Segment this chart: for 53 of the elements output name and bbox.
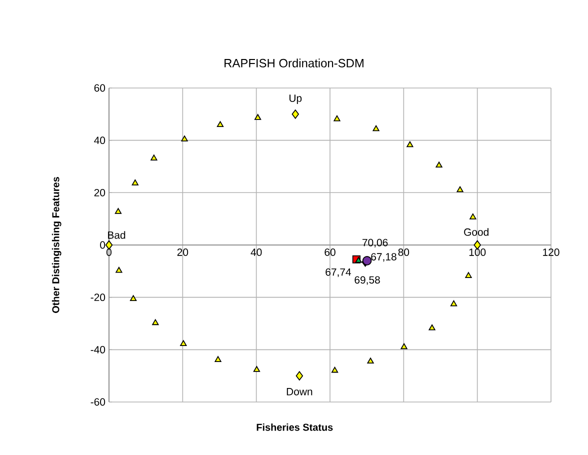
point xyxy=(130,295,137,301)
chart-title: RAPFISH Ordination-SDM xyxy=(224,58,364,68)
point xyxy=(465,272,472,278)
annotation: 69,58 xyxy=(354,276,380,285)
y-axis-title: Other Distingishing Features xyxy=(52,177,62,313)
point xyxy=(470,214,476,220)
point xyxy=(372,125,380,132)
y-tick-label: 40 xyxy=(94,136,106,144)
point xyxy=(253,366,260,372)
point xyxy=(456,186,464,192)
y-tick-label: 60 xyxy=(94,84,106,92)
point xyxy=(436,162,442,168)
point xyxy=(400,343,408,350)
point xyxy=(216,121,224,127)
x-axis-title: Fisheries Status xyxy=(256,424,333,431)
x-tick-label: 20 xyxy=(177,248,188,256)
point xyxy=(367,358,374,364)
point xyxy=(428,324,436,330)
point xyxy=(132,179,138,186)
y-tick-label: 20 xyxy=(94,188,106,196)
point xyxy=(406,141,414,148)
point xyxy=(152,319,159,326)
point xyxy=(450,300,458,306)
point xyxy=(150,154,158,160)
annotation: Bad xyxy=(108,231,126,239)
point xyxy=(331,366,338,373)
point xyxy=(334,115,340,122)
y-tick-label: -40 xyxy=(90,346,106,354)
annotation: 67,18 xyxy=(371,253,396,262)
point xyxy=(181,136,188,142)
point xyxy=(254,114,262,120)
x-tick-label: 100 xyxy=(469,248,486,256)
point xyxy=(296,371,304,380)
point xyxy=(292,110,299,119)
x-tick-label: 80 xyxy=(398,248,410,256)
x-tick-label: 40 xyxy=(250,248,262,256)
x-tick-label: 60 xyxy=(324,248,336,256)
annotation: 67,74 xyxy=(326,268,351,278)
annotation: Up xyxy=(290,94,302,104)
point xyxy=(355,256,362,263)
point xyxy=(180,340,187,346)
point xyxy=(116,266,122,273)
annotation: Down xyxy=(286,388,312,396)
annotation: 70,06 xyxy=(362,238,388,248)
x-tick-label: 120 xyxy=(543,248,560,256)
y-tick-label: -20 xyxy=(90,294,106,302)
y-tick-label: -60 xyxy=(90,398,106,406)
point xyxy=(362,256,372,266)
y-tick-label: 0 xyxy=(100,241,106,249)
annotation: Good xyxy=(464,228,488,236)
point xyxy=(114,208,122,214)
point xyxy=(105,240,113,250)
point xyxy=(214,356,222,362)
